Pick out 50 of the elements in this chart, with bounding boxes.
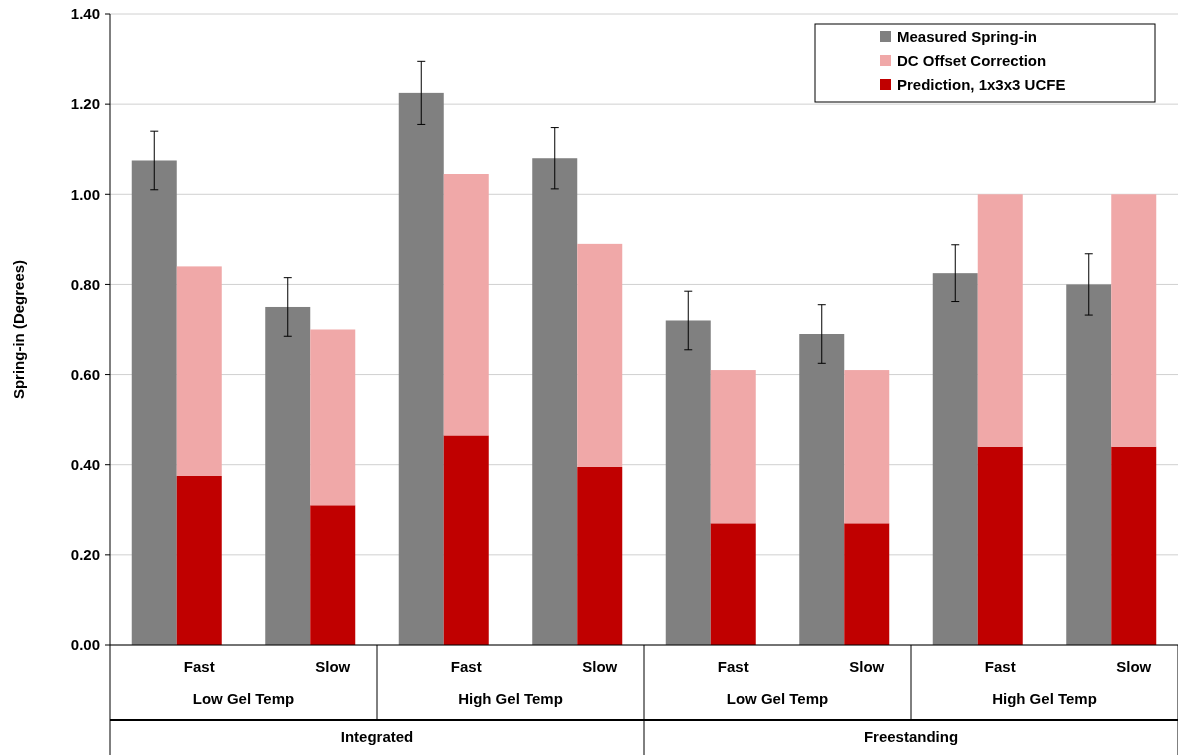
x-tick-label: Fast [717,658,749,675]
x-tick-label: Slow [315,658,351,675]
bar [665,320,711,645]
bar [710,370,756,524]
y-tick-label: 1.40 [70,5,100,23]
bar [310,505,356,645]
text: Freestanding [863,728,959,745]
bar [710,523,756,645]
text: Low Gel Temp [192,690,295,707]
bar [398,92,444,645]
bar [799,334,845,645]
bar [1111,446,1157,645]
bar [577,466,623,645]
legend-label: Prediction, 1x3x3 UCFE [897,76,1066,94]
bar [977,194,1023,447]
x-tick-label: Slow [1116,658,1152,675]
bar [1066,284,1112,645]
y-tick-label: 0.80 [70,275,100,293]
text: Integrated [340,728,414,745]
bar [532,158,578,645]
bar [176,266,222,476]
text: Low Gel Temp [726,690,829,707]
x-tick-label: Fast [183,658,215,675]
bar [443,174,489,436]
y-tick-label: 0.40 [70,455,100,473]
y-tick-label: 1.20 [70,95,100,113]
x-tick-label: Fast [450,658,482,675]
y-tick-label: 0.00 [70,636,100,654]
bar [844,370,890,524]
y-tick-label: 1.00 [70,185,100,203]
bar [265,306,311,645]
legend-label: DC Offset Correction [897,52,1047,70]
x-tick-label: Slow [582,658,618,675]
bar [577,243,623,467]
bar [310,329,356,506]
bar [1111,194,1157,447]
x-tick-label: Fast [984,658,1016,675]
y-tick-label: 0.60 [70,365,100,383]
bar [443,435,489,645]
bar [932,273,978,645]
bar [131,160,177,645]
text: High Gel Temp [458,690,563,707]
bar [176,475,222,645]
x-tick-label: Slow [849,658,885,675]
legend-label: Measured Spring-in [897,28,1038,46]
bar [844,523,890,645]
bar [977,446,1023,645]
text: High Gel Temp [992,690,1097,707]
y-axis-title: Spring-in (Degrees) [10,259,27,400]
y-tick-label: 0.20 [70,546,100,564]
